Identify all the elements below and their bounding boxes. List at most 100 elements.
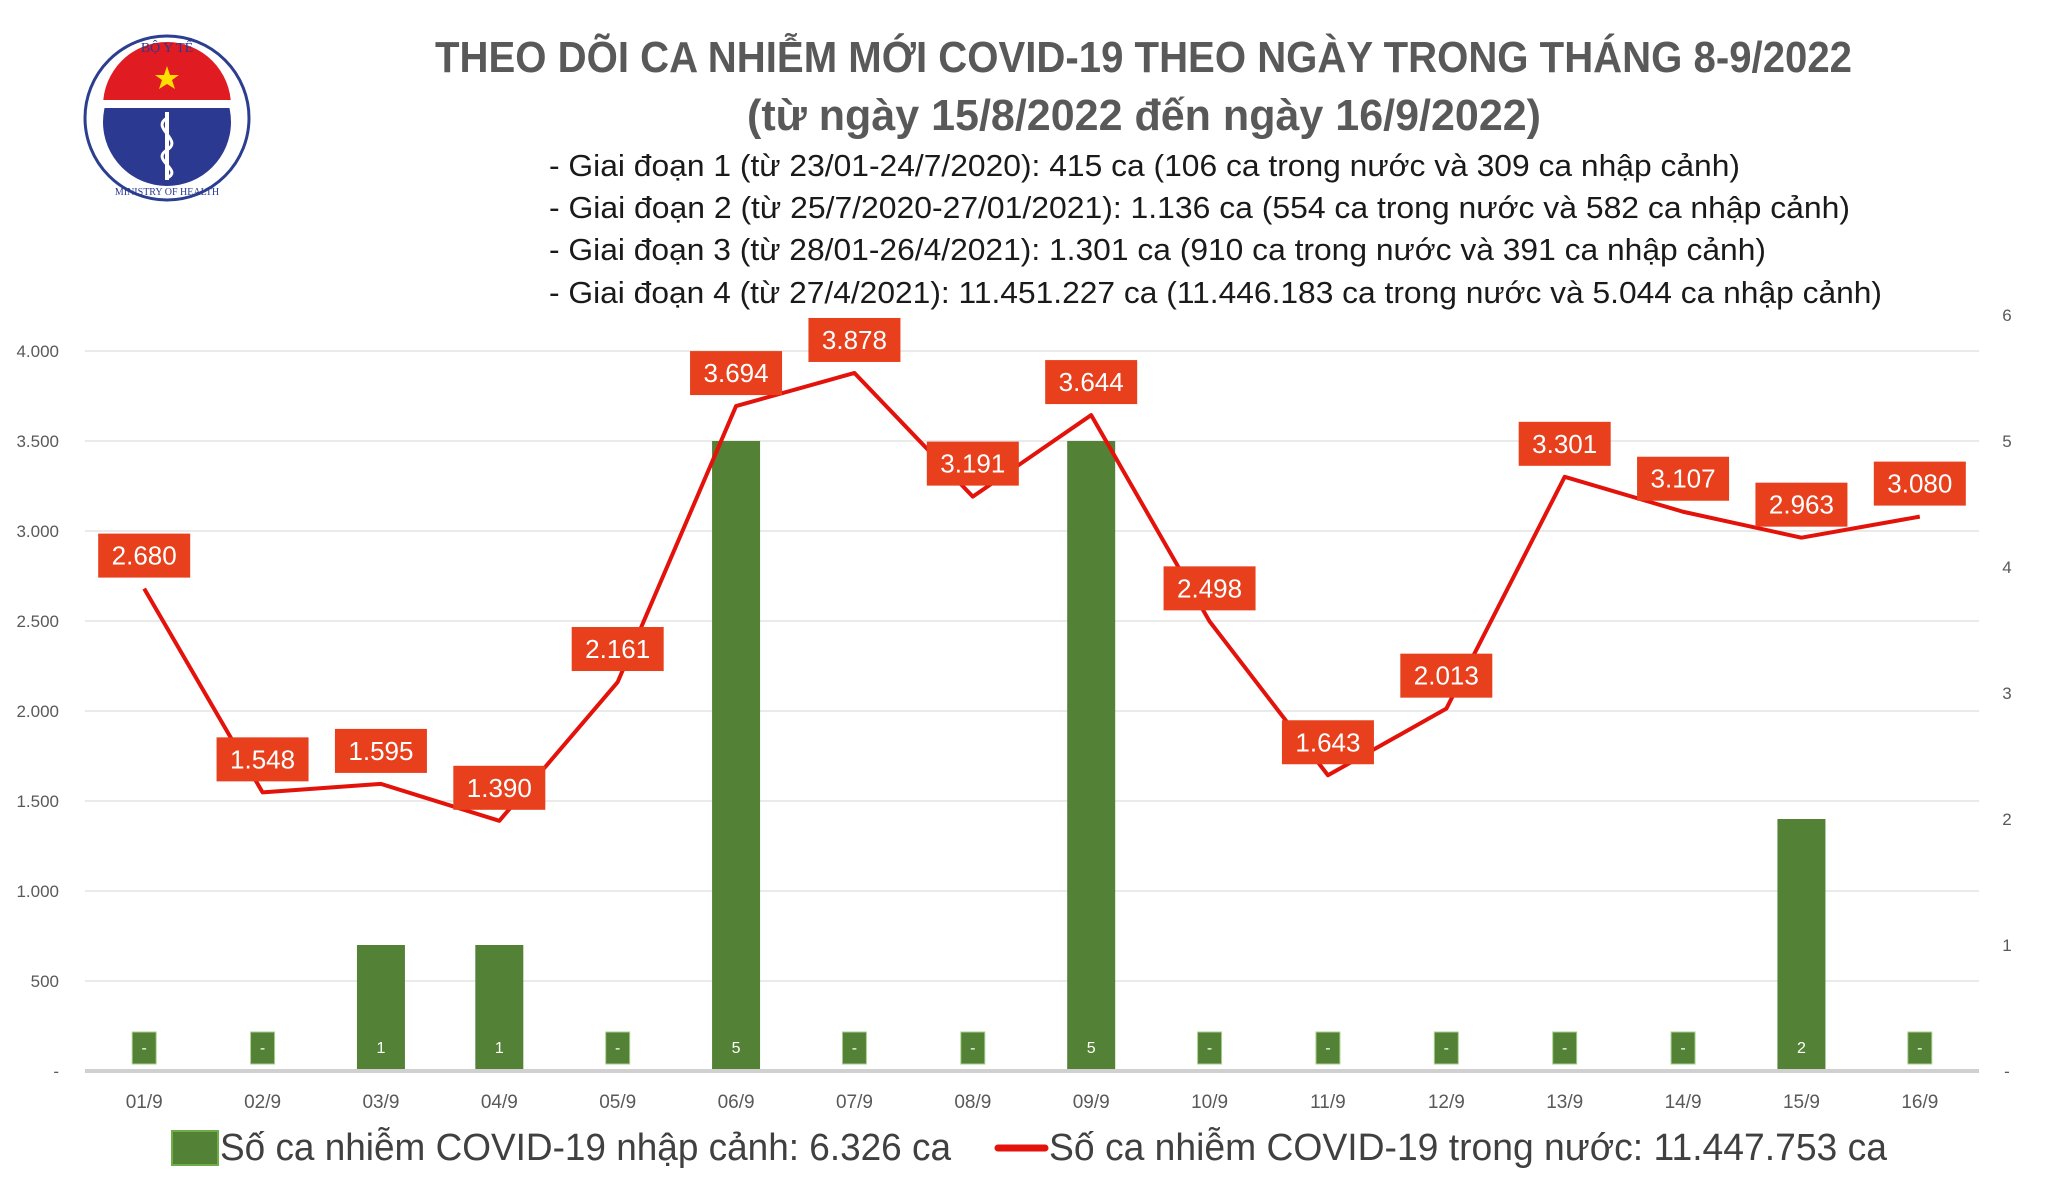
y-right-tick-label: 2 bbox=[2002, 810, 2011, 829]
y-axis-left: - 500 1.000 1.500 2.000 2.500 3.000 3.500 4.000 bbox=[16, 342, 59, 1081]
data-label: 3.080 bbox=[1887, 469, 1952, 499]
data-label: 2.013 bbox=[1414, 661, 1479, 691]
bar-label: - bbox=[852, 1040, 857, 1057]
bar-label: - bbox=[1207, 1040, 1212, 1057]
x-tick-label: 12/9 bbox=[1428, 1092, 1465, 1113]
data-label: 1.548 bbox=[230, 744, 295, 774]
x-tick-label: 15/9 bbox=[1783, 1092, 1820, 1113]
x-tick-label: 06/9 bbox=[718, 1092, 755, 1113]
bar bbox=[841, 1031, 867, 1065]
bar-label: - bbox=[1444, 1040, 1449, 1057]
data-label-box bbox=[808, 317, 901, 362]
legend: Số ca nhiễm COVID-19 nhập cảnh: 6.326 ca… bbox=[171, 1126, 1888, 1169]
x-tick-label: 04/9 bbox=[481, 1092, 518, 1113]
bar-label: 5 bbox=[1087, 1040, 1096, 1057]
x-tick-label: 02/9 bbox=[244, 1092, 281, 1113]
x-tick-label: 03/9 bbox=[362, 1092, 399, 1113]
bar-label: - bbox=[1562, 1040, 1567, 1057]
bar bbox=[1197, 1031, 1223, 1065]
ministry-of-health-logo: BỘ Y TẾ MINISTRY OF HEALTH bbox=[83, 34, 251, 202]
bar bbox=[1670, 1031, 1696, 1065]
bar bbox=[1777, 819, 1826, 1069]
y-right-tick-label: 6 bbox=[2002, 306, 2011, 325]
note-phase-2: - Giai đoạn 2 (từ 25/7/2020-27/01/2021):… bbox=[549, 190, 1850, 225]
x-tick-label: 11/9 bbox=[1310, 1092, 1346, 1113]
legend-label-bar: Số ca nhiễm COVID-19 nhập cảnh: 6.326 ca bbox=[220, 1126, 952, 1169]
data-label-box bbox=[216, 737, 309, 782]
data-label: 1.390 bbox=[467, 773, 532, 803]
bar bbox=[1315, 1031, 1341, 1065]
data-label-box bbox=[1163, 566, 1256, 611]
note-phase-4: - Giai đoạn 4 (từ 27/4/2021): 11.451.227… bbox=[549, 275, 1882, 310]
bar-label: - bbox=[1325, 1040, 1330, 1057]
bar bbox=[1552, 1031, 1578, 1065]
legend-label-line: Số ca nhiễm COVID-19 trong nước: 11.447.… bbox=[1049, 1126, 1888, 1169]
bar-label: 5 bbox=[732, 1040, 741, 1057]
data-label-box bbox=[690, 351, 783, 396]
data-label-box bbox=[1400, 653, 1493, 698]
data-label: 3.107 bbox=[1651, 464, 1716, 494]
y-right-tick-label: 5 bbox=[2002, 432, 2011, 451]
y-left-tick-label: 3.000 bbox=[16, 522, 59, 541]
logo-text-bottom: MINISTRY OF HEALTH bbox=[115, 187, 219, 198]
bar-label: 1 bbox=[495, 1040, 504, 1057]
y-left-tick-label: 4.000 bbox=[16, 342, 59, 361]
x-tick-label: 07/9 bbox=[836, 1092, 873, 1113]
bar-label: - bbox=[970, 1040, 975, 1057]
data-label-box bbox=[1045, 360, 1138, 405]
data-label-box bbox=[1637, 456, 1730, 501]
gridlines bbox=[85, 350, 1979, 1073]
data-label: 3.694 bbox=[704, 358, 769, 388]
y-left-tick-label: 500 bbox=[31, 972, 59, 991]
bar bbox=[356, 945, 405, 1069]
bar-label: - bbox=[1680, 1040, 1685, 1057]
bar bbox=[712, 441, 761, 1069]
data-label: 3.878 bbox=[822, 325, 887, 355]
x-tick-label: 14/9 bbox=[1665, 1092, 1702, 1113]
data-label: 2.963 bbox=[1769, 490, 1834, 520]
line-path bbox=[142, 370, 1921, 823]
x-tick-label: 09/9 bbox=[1073, 1092, 1110, 1113]
bar-series: - - 1 1 - 5 - - 5 - - - - - 2 - bbox=[131, 441, 1933, 1069]
y-axis-right: - 1 2 3 4 5 6 bbox=[2002, 306, 2011, 1081]
x-tick-label: 13/9 bbox=[1546, 1092, 1583, 1113]
line-data-labels: 2.680 1.548 1.595 1.390 2.161 3.694 3.878 3.191… bbox=[98, 317, 1966, 810]
chart-title: THEO DÕI CA NHIỄM MỚI COVID-19 THEO NGÀY… bbox=[435, 32, 1852, 82]
data-label: 1.595 bbox=[348, 736, 413, 766]
logo-text-top: BỘ Y TẾ bbox=[141, 39, 193, 56]
bar bbox=[250, 1031, 276, 1065]
bar bbox=[960, 1031, 986, 1065]
y-left-tick-label: 1.500 bbox=[16, 792, 59, 811]
y-left-tick-label: 1.000 bbox=[16, 882, 59, 901]
data-label-box bbox=[98, 533, 191, 578]
data-label: 2.161 bbox=[585, 634, 650, 664]
y-right-tick-label: 4 bbox=[2002, 558, 2011, 577]
note-phase-3: - Giai đoạn 3 (từ 28/01-26/4/2021): 1.30… bbox=[549, 232, 1766, 267]
note-phase-1: - Giai đoạn 1 (từ 23/01-24/7/2020): 415 … bbox=[549, 148, 1740, 183]
x-tick-label: 08/9 bbox=[954, 1092, 991, 1113]
data-label-box bbox=[1281, 720, 1374, 765]
data-label: 3.644 bbox=[1059, 367, 1124, 397]
x-tick-label: 01/9 bbox=[126, 1092, 163, 1113]
bar-label: 2 bbox=[1797, 1040, 1806, 1057]
legend-swatch-bar bbox=[171, 1130, 219, 1166]
y-left-tick-label: 3.500 bbox=[16, 432, 59, 451]
y-left-tick-label: - bbox=[53, 1062, 59, 1081]
data-label: 3.301 bbox=[1532, 429, 1597, 459]
bar-label: - bbox=[615, 1040, 620, 1057]
data-label-box bbox=[1518, 421, 1611, 466]
y-left-tick-label: 2.000 bbox=[16, 702, 59, 721]
data-label: 2.498 bbox=[1177, 573, 1242, 603]
data-label: 3.191 bbox=[940, 449, 1005, 479]
line-series bbox=[142, 370, 1921, 823]
bar bbox=[475, 945, 524, 1069]
bar bbox=[1067, 441, 1116, 1069]
data-label-box bbox=[926, 441, 1019, 486]
bar bbox=[131, 1031, 157, 1065]
bar bbox=[605, 1031, 631, 1065]
bar bbox=[1433, 1031, 1459, 1065]
data-label: 1.643 bbox=[1295, 727, 1360, 757]
chart-subtitle: (từ ngày 15/8/2022 đến ngày 16/9/2022) bbox=[747, 91, 1541, 140]
data-label-box bbox=[453, 765, 546, 810]
bar-label: - bbox=[142, 1040, 147, 1057]
